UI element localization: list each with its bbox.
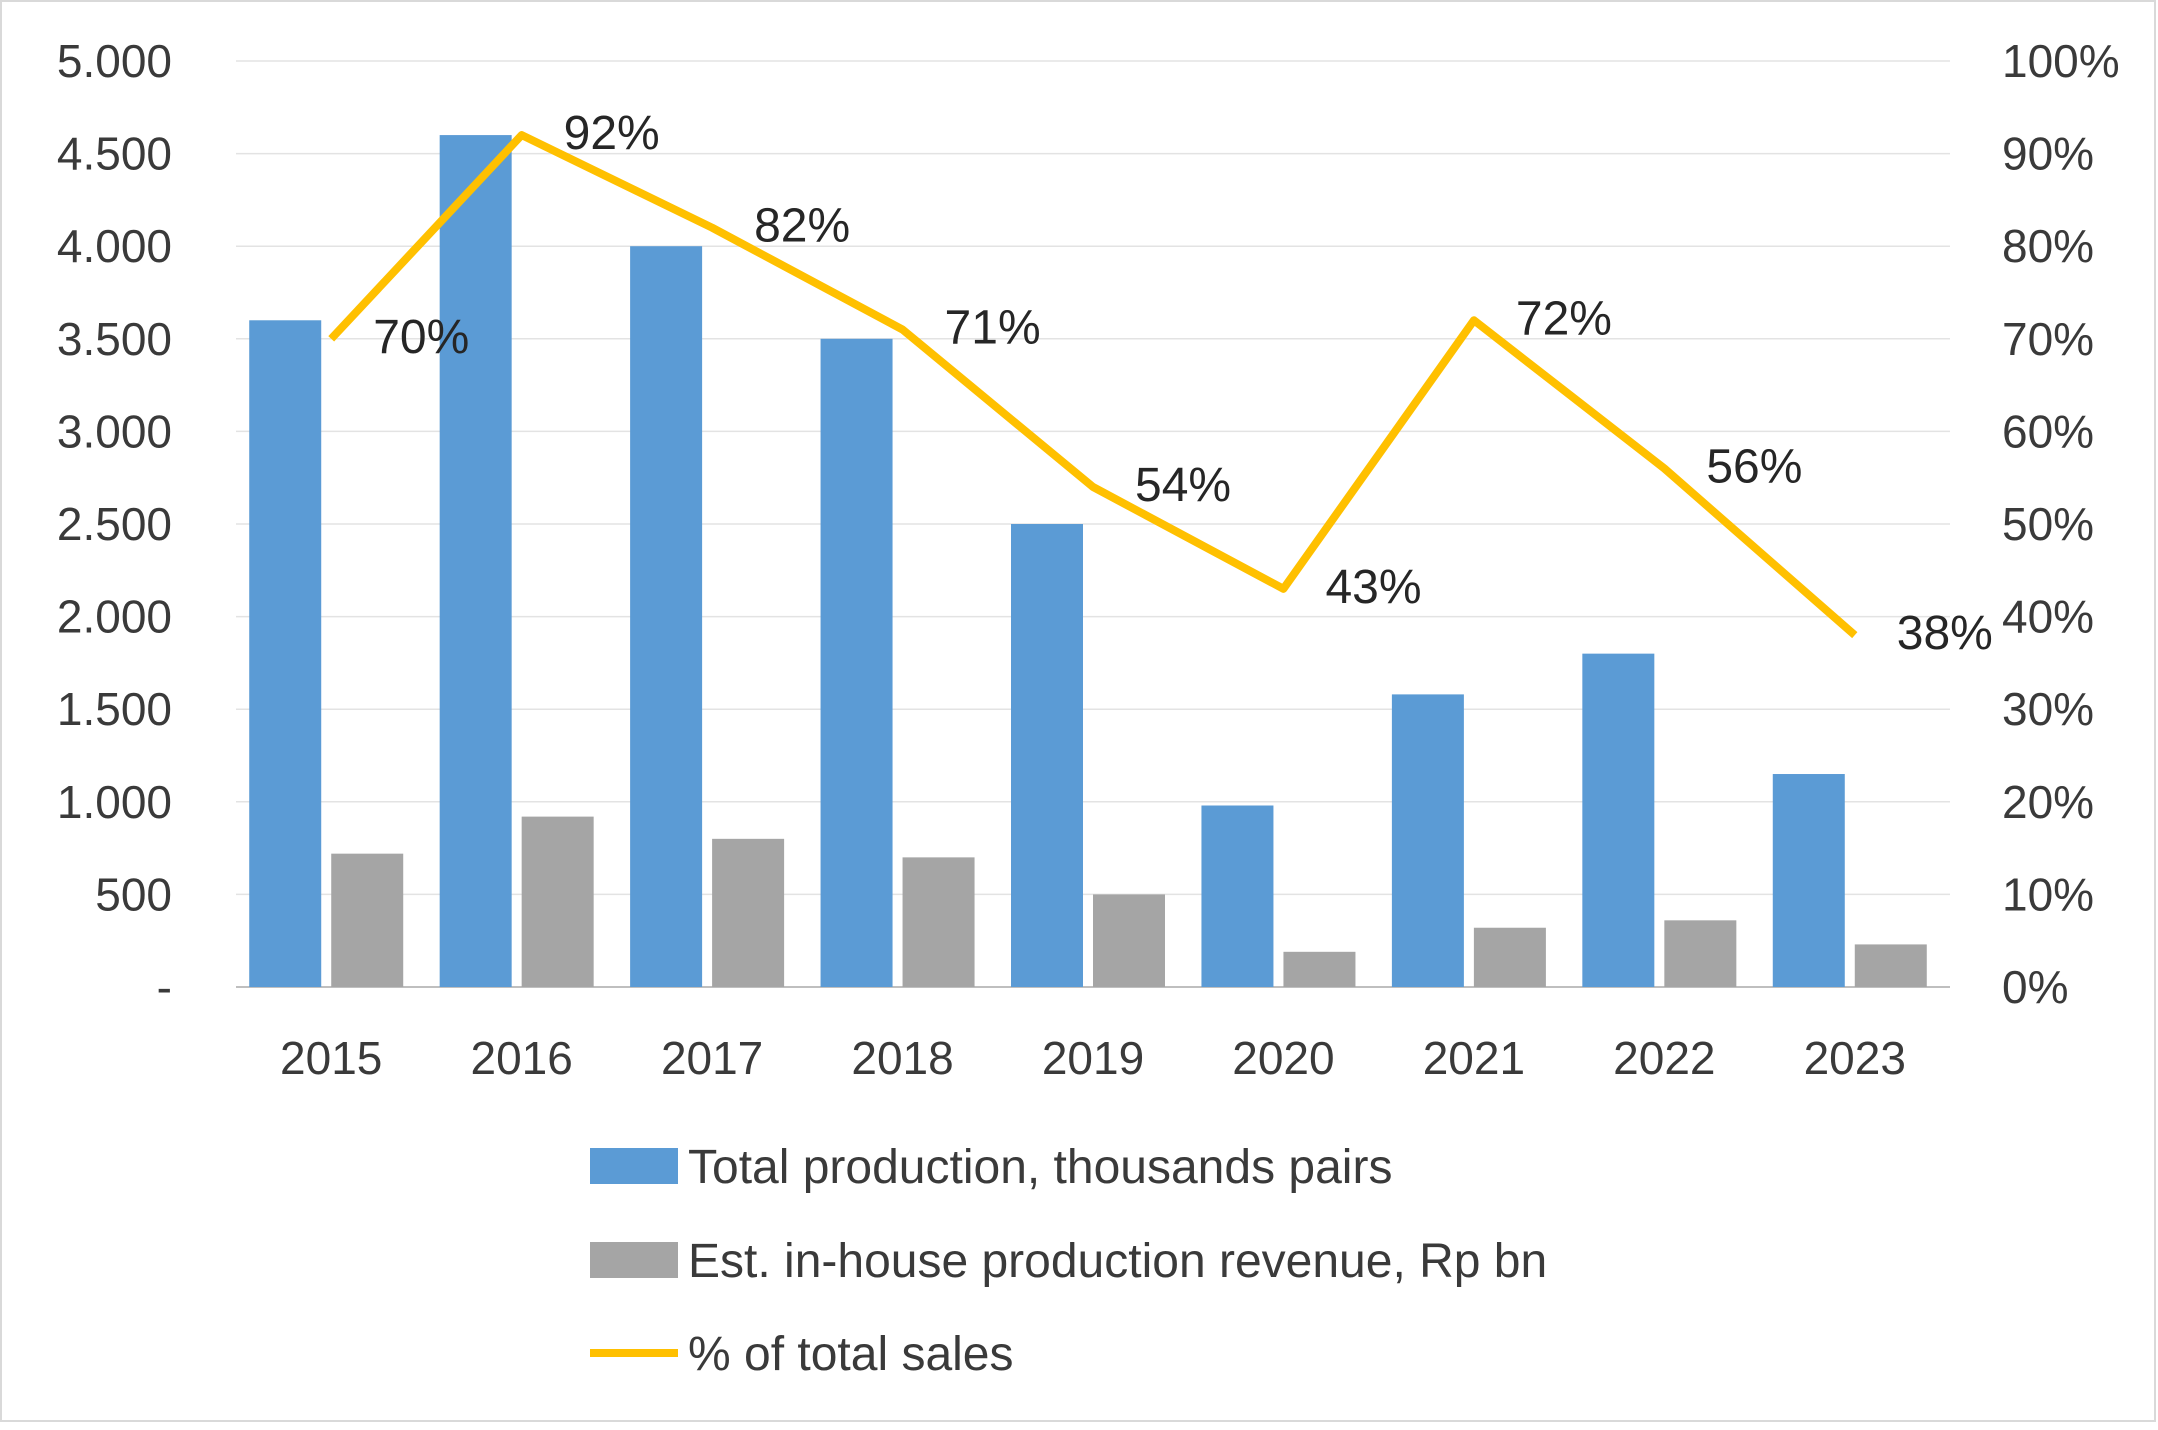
bar-in-house-revenue <box>902 857 975 987</box>
bar-total-production <box>1772 774 1845 987</box>
x-axis-tick-label: 2019 <box>1042 1032 1144 1084</box>
left-axis-tick-label: 1.500 <box>57 683 172 735</box>
right-axis-tick-label: 10% <box>2002 868 2094 920</box>
bar-total-production <box>630 246 703 987</box>
legend: Total production, thousands pairs Est. in… <box>590 1141 1547 1381</box>
right-axis-tick-label: 60% <box>2002 405 2094 457</box>
left-axis-tick-label: - <box>157 961 172 1013</box>
x-axis-tick-label: 2016 <box>470 1032 572 1084</box>
right-axis-tick-label: 90% <box>2002 128 2094 180</box>
data-label: 70% <box>373 311 469 364</box>
left-axis-tick-label: 500 <box>95 868 172 920</box>
right-axis-tick-label: 0% <box>2002 961 2068 1013</box>
legend-entry-label: Est. in-house production revenue, Rp bn <box>688 1235 1547 1288</box>
x-axis-tick-label: 2017 <box>661 1032 763 1084</box>
right-axis-tick-label: 80% <box>2002 220 2094 272</box>
left-axis-tick-label: 2.500 <box>57 498 172 550</box>
bar-total-production <box>1011 524 1083 987</box>
bar-in-house-revenue <box>331 853 404 987</box>
line-percent-total-sales <box>328 131 1858 639</box>
right-axis-tick-label: 100% <box>2002 35 2120 87</box>
legend-swatch <box>590 1242 678 1278</box>
left-axis-tick-label: 5.000 <box>57 35 172 87</box>
bar-in-house-revenue <box>712 838 785 987</box>
bar-total-production <box>1201 805 1274 987</box>
bar-total-production <box>820 338 893 987</box>
left-axis-tick-label: 1.000 <box>57 776 172 828</box>
bar-in-house-revenue <box>521 816 594 987</box>
data-label: 92% <box>564 107 660 160</box>
x-axis-tick-label: 2022 <box>1613 1032 1715 1084</box>
bar-in-house-revenue <box>1283 951 1356 987</box>
left-axis-tick-label: 2.000 <box>57 591 172 643</box>
legend-entry-label: Total production, thousands pairs <box>688 1141 1392 1194</box>
data-label: 54% <box>1135 459 1231 512</box>
left-axis-tick-label: 4.500 <box>57 128 172 180</box>
axes: - 0% 500 10% 1.000 20% 1.500 30% 2.000 40% 2.500 50… <box>57 35 2120 1084</box>
right-axis-tick-label: 40% <box>2002 591 2094 643</box>
data-label: 38% <box>1897 607 1993 660</box>
right-axis-tick-label: 50% <box>2002 498 2094 550</box>
data-label: 71% <box>945 302 1041 355</box>
data-label: 82% <box>754 200 850 253</box>
bar-in-house-revenue <box>1664 920 1737 987</box>
line-series <box>328 131 1858 639</box>
x-axis-tick-label: 2021 <box>1423 1032 1525 1084</box>
left-axis-tick-label: 3.500 <box>57 313 172 365</box>
bars <box>249 135 1927 987</box>
bar-in-house-revenue <box>1093 894 1165 987</box>
right-axis-tick-label: 70% <box>2002 313 2094 365</box>
legend-swatch <box>590 1148 678 1184</box>
data-label: 56% <box>1706 440 1802 493</box>
data-labels: 70% 92% 82% 71% 54% 43% 72% 56% 38% <box>373 107 1993 660</box>
bar-total-production <box>1582 653 1655 987</box>
left-axis-tick-label: 3.000 <box>57 405 172 457</box>
bar-total-production <box>1391 694 1464 987</box>
bar-total-production <box>249 320 322 987</box>
x-axis-tick-label: 2018 <box>851 1032 953 1084</box>
legend-entry-label: % of total sales <box>688 1328 1014 1381</box>
data-label: 72% <box>1516 292 1612 345</box>
data-label: 43% <box>1325 561 1421 614</box>
bar-total-production <box>439 135 512 987</box>
x-axis-tick-label: 2023 <box>1804 1032 1906 1084</box>
right-axis-tick-label: 30% <box>2002 683 2094 735</box>
bar-in-house-revenue <box>1473 927 1546 987</box>
x-axis-tick-label: 2020 <box>1232 1032 1334 1084</box>
x-axis-tick-label: 2015 <box>280 1032 382 1084</box>
bar-in-house-revenue <box>1854 944 1927 987</box>
right-axis-tick-label: 20% <box>2002 776 2094 828</box>
left-axis-tick-label: 4.000 <box>57 220 172 272</box>
